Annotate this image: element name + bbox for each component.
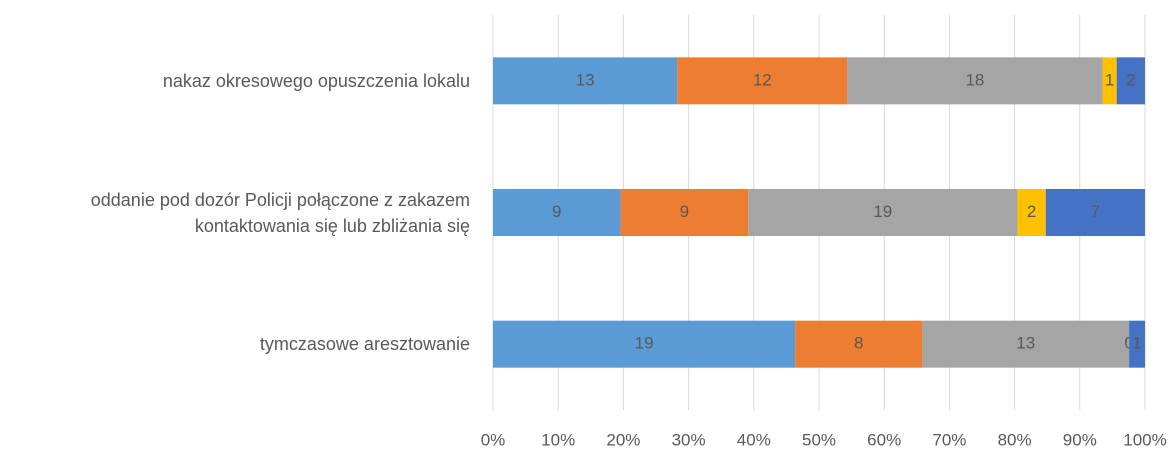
bar-segment [922, 320, 1130, 368]
data-label: 1 [1132, 334, 1141, 353]
x-tick-label: 70% [932, 430, 966, 449]
bar-segment [795, 320, 923, 368]
bar-segment [1102, 57, 1117, 105]
x-tick-label: 0% [481, 430, 506, 449]
bar-segment [1045, 189, 1145, 236]
data-label: 2 [1027, 202, 1036, 221]
data-label: 19 [635, 334, 654, 353]
bar-segment [493, 57, 678, 105]
x-tick-label: 100% [1123, 430, 1166, 449]
x-tick-label: 60% [867, 430, 901, 449]
data-label: 9 [552, 202, 561, 221]
bar-segment [1116, 57, 1145, 105]
data-label: 8 [854, 334, 863, 353]
x-tick-label: 10% [541, 430, 575, 449]
data-label: 19 [873, 202, 892, 221]
data-label: 12 [753, 70, 772, 89]
data-label: 18 [965, 70, 984, 89]
category-label: tymczasowe aresztowanie [259, 334, 470, 355]
x-tick-label: 90% [1063, 430, 1097, 449]
data-label: 1 [1105, 70, 1114, 89]
bar-segment [620, 189, 749, 236]
x-tick-label: 50% [802, 430, 836, 449]
x-tick-label: 30% [672, 430, 706, 449]
bar-segment [847, 57, 1103, 105]
bar-segment [493, 320, 796, 368]
bar-segment [1129, 320, 1145, 368]
bar-segment [677, 57, 848, 105]
x-tick-label: 40% [737, 430, 771, 449]
data-label: 13 [576, 70, 595, 89]
bar-segment [748, 189, 1018, 236]
category-label: oddanie pod dozór Policji połączone z za… [90, 189, 470, 236]
x-tick-label: 80% [998, 430, 1032, 449]
x-tick-label: 20% [606, 430, 640, 449]
category-label: nakaz okresowego opuszczenia lokalu [162, 70, 470, 91]
bar-segment [1017, 189, 1046, 236]
data-label: 7 [1091, 202, 1100, 221]
data-label: 9 [680, 202, 689, 221]
bar-segment [493, 189, 621, 236]
data-label: 2 [1126, 70, 1135, 89]
data-label: 13 [1016, 334, 1035, 353]
